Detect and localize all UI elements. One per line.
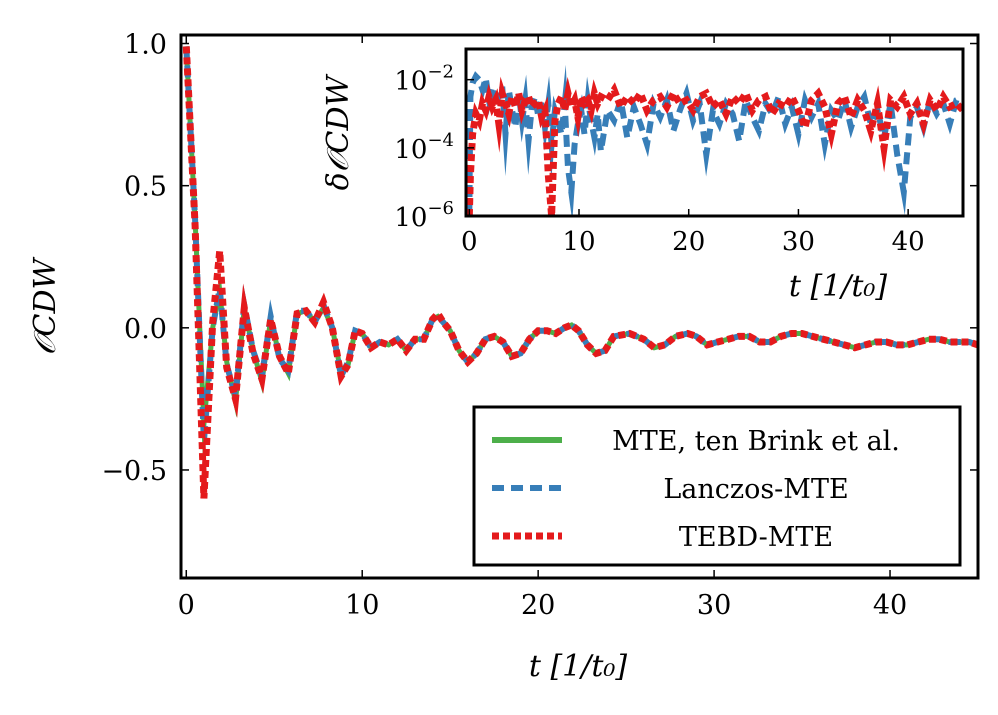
main-y-axis-label: 𝒪CDW — [28, 256, 63, 355]
main-y-tick-label: 0.5 — [124, 172, 167, 203]
main-x-tick-label: 0 — [178, 590, 195, 621]
main-x-tick-label: 10 — [345, 590, 379, 621]
inset-x-tick-label: 40 — [892, 227, 925, 257]
main-x-axis-label: t [1/t₀] — [529, 649, 628, 684]
inset-x-tick-label: 30 — [782, 227, 815, 257]
inset-plot-frame — [464, 47, 965, 218]
inset-y-tick-label: 10−2 — [394, 62, 454, 97]
main-y-tick-label: 0.0 — [124, 314, 167, 345]
main-y-tick-label: −0.5 — [101, 456, 167, 487]
main-axes: 0 10 20 30 40 1.0 0.5 0.0 −0.5 t [1/t₀] 𝒪CDW — [28, 30, 980, 684]
main-x-tick-label: 40 — [873, 590, 907, 621]
inset-y-tick-label: 10−6 — [394, 198, 454, 233]
main-y-tick-label: 1.0 — [124, 30, 167, 61]
inset-series-line-0 — [466, 63, 963, 216]
legend-label-lanczos: Lanczos-MTE — [663, 474, 848, 505]
main-series-line-2 — [182, 46, 978, 499]
inset-x-tick-label: 10 — [562, 227, 595, 257]
legend-label-tebd: TEBD-MTE — [679, 522, 833, 553]
main-plot-frame — [179, 33, 980, 580]
inset-series-line-1 — [466, 76, 963, 216]
inset-x-axis-label: t [1/t₀] — [789, 269, 888, 304]
inset-x-tick-label: 20 — [672, 227, 705, 257]
main-x-tick-label: 30 — [697, 590, 731, 621]
inset-y-axis-label: δ𝒪CDW — [321, 73, 356, 190]
legend: MTE, ten Brink et al. Lanczos-MTE TEBD-M… — [472, 405, 962, 567]
inset-y-tick-label: 10−4 — [394, 130, 454, 165]
main-x-tick-label: 20 — [521, 590, 555, 621]
legend-label-mte: MTE, ten Brink et al. — [612, 426, 900, 457]
inset-x-tick-label: 0 — [461, 227, 478, 257]
inset-axes: 0 10 20 30 40 10−2 10−4 10−6 t [1/t₀] δ𝒪CDW — [321, 47, 965, 304]
